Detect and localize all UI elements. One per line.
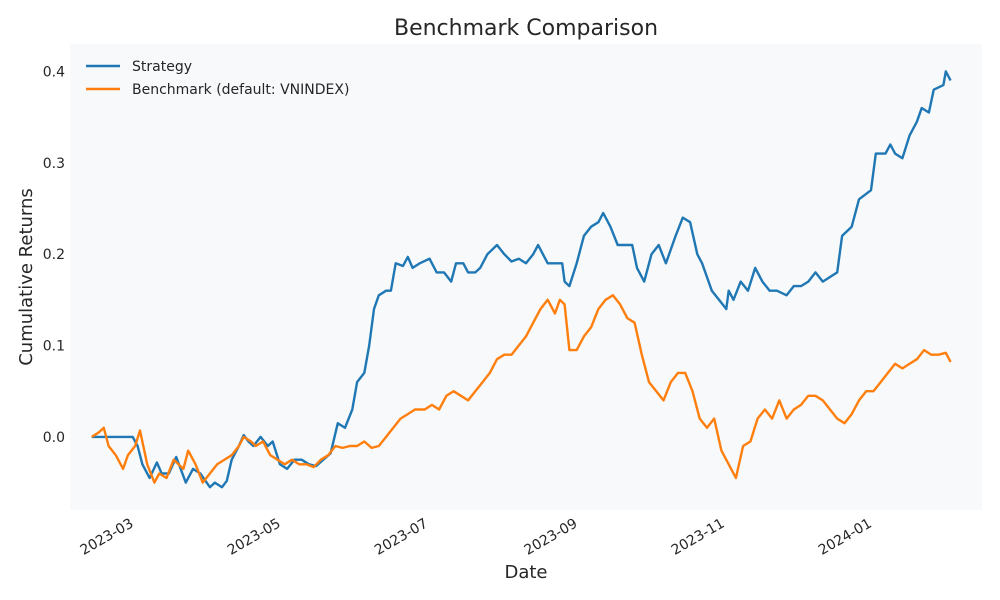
y-tick-label: 0.3 [43,156,65,172]
x-tick-label: 2024-01 [816,516,875,559]
x-axis-label: Date [504,562,547,583]
legend-label-strategy: Strategy [132,59,192,75]
x-axis-ticks: 2023-03 2023-05 2023-07 2023-09 2023-11 2024-… [78,516,875,559]
series-line-benchmark [91,294,952,484]
legend-label-benchmark: Benchmark (default: VNINDEX) [132,82,349,98]
y-tick-label: 0.2 [43,247,65,263]
y-tick-label: 0.0 [43,430,65,446]
chart-title: Benchmark Comparison [394,16,658,41]
x-tick-label: 2023-07 [372,516,431,559]
legend: Strategy Benchmark (default: VNINDEX) [86,59,349,98]
y-tick-label: 0.4 [43,64,65,80]
x-tick-label: 2023-11 [669,516,728,559]
x-tick-label: 2023-03 [78,516,137,559]
y-axis-ticks: 0.0 0.1 0.2 0.3 0.4 [43,64,65,446]
y-axis-label: Cumulative Returns [16,188,37,366]
x-tick-label: 2023-05 [225,516,284,559]
plot-area [70,44,982,510]
y-tick-label: 0.1 [43,339,65,355]
series-layer [91,70,952,489]
x-tick-label: 2023-09 [522,516,581,559]
